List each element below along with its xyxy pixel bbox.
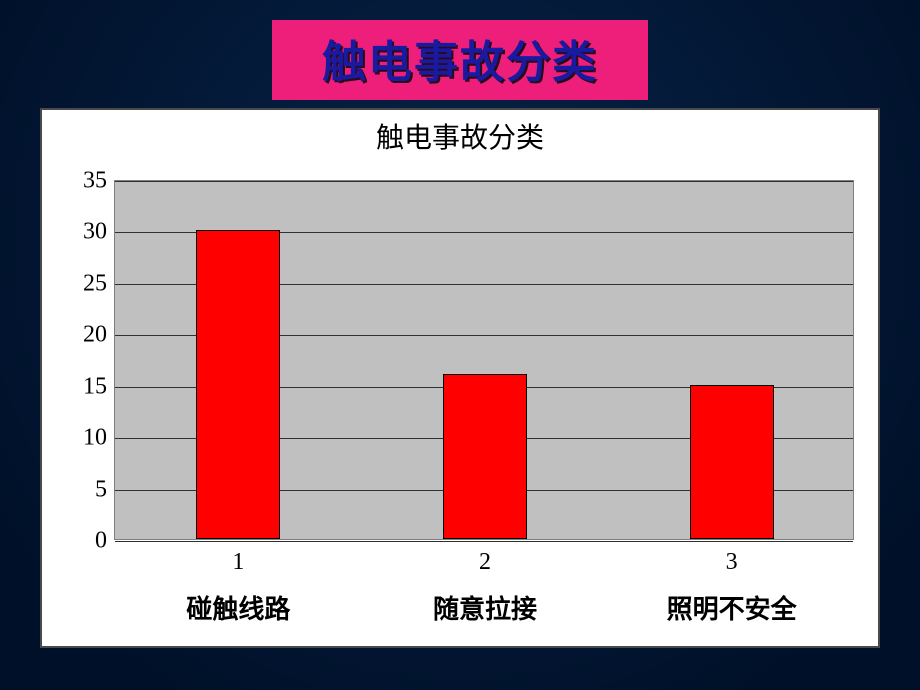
chart-bar [443, 374, 527, 539]
chart-ytick-label: 0 [95, 528, 107, 555]
chart-category-label: 照明不安全 [667, 589, 797, 626]
chart-plot-area: 051015202530351碰触线路2随意拉接3照明不安全 [114, 180, 854, 540]
chart-bar [690, 385, 774, 539]
chart-ytick-label: 35 [83, 168, 107, 195]
slide-title: 触电事故分类 [322, 26, 598, 90]
chart-ytick-label: 10 [83, 425, 107, 452]
chart-gridline [115, 541, 853, 542]
slide: 触电事故分类 触电事故分类 051015202530351碰触线路2随意拉接3照… [0, 0, 920, 690]
chart-ytick-label: 30 [83, 219, 107, 246]
chart-xtick-label: 3 [726, 549, 738, 576]
chart-bar [196, 230, 280, 539]
chart-title: 触电事故分类 [42, 116, 878, 156]
chart-category-label: 碰触线路 [186, 589, 290, 626]
slide-title-container: 触电事故分类 [272, 20, 648, 100]
chart-panel: 触电事故分类 051015202530351碰触线路2随意拉接3照明不安全 [40, 108, 880, 648]
chart-ytick-label: 15 [83, 373, 107, 400]
chart-ytick-label: 25 [83, 270, 107, 297]
chart-category-label: 随意拉接 [433, 589, 537, 626]
chart-ytick-label: 5 [95, 476, 107, 503]
chart-gridline [115, 181, 853, 182]
chart-xtick-label: 2 [479, 549, 491, 576]
chart-xtick-label: 1 [232, 549, 244, 576]
chart-ytick-label: 20 [83, 322, 107, 349]
